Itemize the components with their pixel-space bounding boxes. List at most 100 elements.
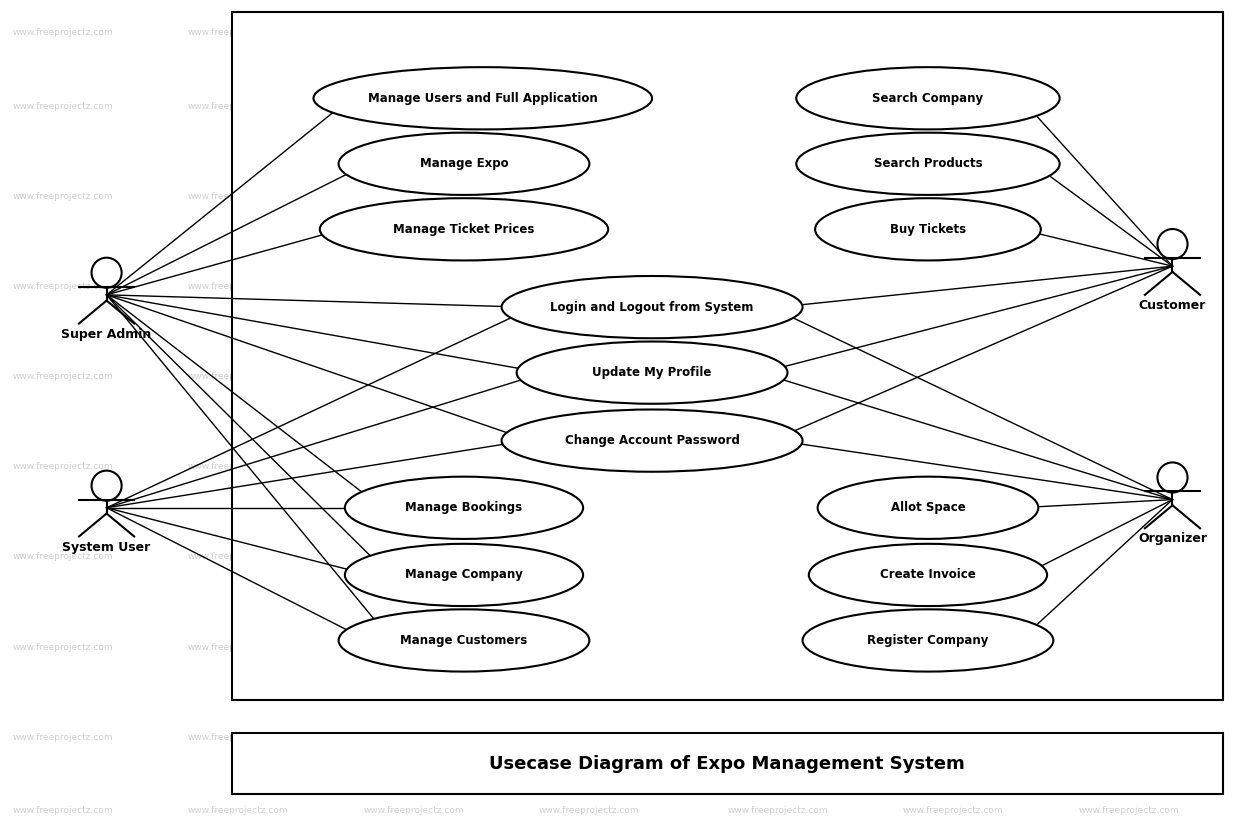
Text: www.freeprojectz.com: www.freeprojectz.com xyxy=(539,29,640,37)
Text: www.freeprojectz.com: www.freeprojectz.com xyxy=(13,807,113,815)
Text: www.freeprojectz.com: www.freeprojectz.com xyxy=(188,102,288,111)
Text: System User: System User xyxy=(63,541,150,554)
Text: www.freeprojectz.com: www.freeprojectz.com xyxy=(727,29,828,37)
Text: Create Invoice: Create Invoice xyxy=(880,568,976,581)
Text: Usecase Diagram of Expo Management System: Usecase Diagram of Expo Management Syste… xyxy=(489,755,966,772)
Text: www.freeprojectz.com: www.freeprojectz.com xyxy=(13,29,113,37)
Ellipse shape xyxy=(517,342,788,404)
FancyBboxPatch shape xyxy=(232,733,1223,794)
Text: Change Account Password: Change Account Password xyxy=(564,434,740,447)
Text: www.freeprojectz.com: www.freeprojectz.com xyxy=(727,283,828,291)
Ellipse shape xyxy=(502,410,803,472)
Text: www.freeprojectz.com: www.freeprojectz.com xyxy=(1078,733,1179,741)
Text: www.freeprojectz.com: www.freeprojectz.com xyxy=(1078,553,1179,561)
Text: Manage Company: Manage Company xyxy=(405,568,523,581)
Text: Buy Tickets: Buy Tickets xyxy=(890,223,966,236)
Text: www.freeprojectz.com: www.freeprojectz.com xyxy=(539,102,640,111)
Text: www.freeprojectz.com: www.freeprojectz.com xyxy=(903,373,1003,381)
Text: Super Admin: Super Admin xyxy=(61,328,152,341)
Text: www.freeprojectz.com: www.freeprojectz.com xyxy=(727,373,828,381)
Text: www.freeprojectz.com: www.freeprojectz.com xyxy=(539,553,640,561)
Text: www.freeprojectz.com: www.freeprojectz.com xyxy=(727,733,828,741)
Text: www.freeprojectz.com: www.freeprojectz.com xyxy=(539,283,640,291)
Text: www.freeprojectz.com: www.freeprojectz.com xyxy=(188,192,288,201)
Text: www.freeprojectz.com: www.freeprojectz.com xyxy=(1078,643,1179,651)
Text: www.freeprojectz.com: www.freeprojectz.com xyxy=(188,373,288,381)
Text: www.freeprojectz.com: www.freeprojectz.com xyxy=(903,733,1003,741)
Text: www.freeprojectz.com: www.freeprojectz.com xyxy=(539,373,640,381)
Text: Allot Space: Allot Space xyxy=(890,501,966,514)
Ellipse shape xyxy=(314,67,652,129)
Text: Manage Ticket Prices: Manage Ticket Prices xyxy=(394,223,534,236)
Text: www.freeprojectz.com: www.freeprojectz.com xyxy=(364,373,464,381)
Ellipse shape xyxy=(809,544,1047,606)
Text: www.freeprojectz.com: www.freeprojectz.com xyxy=(1078,283,1179,291)
Text: www.freeprojectz.com: www.freeprojectz.com xyxy=(727,807,828,815)
Text: www.freeprojectz.com: www.freeprojectz.com xyxy=(727,192,828,201)
Ellipse shape xyxy=(320,198,608,260)
Ellipse shape xyxy=(1157,463,1188,492)
Ellipse shape xyxy=(796,67,1060,129)
Text: www.freeprojectz.com: www.freeprojectz.com xyxy=(903,102,1003,111)
Text: Manage Users and Full Application: Manage Users and Full Application xyxy=(367,92,598,105)
Text: Register Company: Register Company xyxy=(868,634,988,647)
Text: www.freeprojectz.com: www.freeprojectz.com xyxy=(364,643,464,651)
Text: www.freeprojectz.com: www.freeprojectz.com xyxy=(1078,807,1179,815)
Text: www.freeprojectz.com: www.freeprojectz.com xyxy=(539,192,640,201)
Text: www.freeprojectz.com: www.freeprojectz.com xyxy=(1078,463,1179,471)
Text: www.freeprojectz.com: www.freeprojectz.com xyxy=(1078,102,1179,111)
Text: www.freeprojectz.com: www.freeprojectz.com xyxy=(13,192,113,201)
Text: www.freeprojectz.com: www.freeprojectz.com xyxy=(13,643,113,651)
Text: Manage Bookings: Manage Bookings xyxy=(405,501,523,514)
Text: www.freeprojectz.com: www.freeprojectz.com xyxy=(539,807,640,815)
Ellipse shape xyxy=(345,477,583,539)
Text: www.freeprojectz.com: www.freeprojectz.com xyxy=(188,283,288,291)
Text: www.freeprojectz.com: www.freeprojectz.com xyxy=(727,463,828,471)
Text: www.freeprojectz.com: www.freeprojectz.com xyxy=(364,29,464,37)
Text: www.freeprojectz.com: www.freeprojectz.com xyxy=(188,463,288,471)
Text: www.freeprojectz.com: www.freeprojectz.com xyxy=(903,553,1003,561)
Text: www.freeprojectz.com: www.freeprojectz.com xyxy=(188,643,288,651)
Text: www.freeprojectz.com: www.freeprojectz.com xyxy=(364,463,464,471)
Text: Manage Customers: Manage Customers xyxy=(400,634,528,647)
Text: www.freeprojectz.com: www.freeprojectz.com xyxy=(364,102,464,111)
Text: www.freeprojectz.com: www.freeprojectz.com xyxy=(727,553,828,561)
Text: Customer: Customer xyxy=(1139,299,1206,312)
Text: www.freeprojectz.com: www.freeprojectz.com xyxy=(1078,192,1179,201)
Text: www.freeprojectz.com: www.freeprojectz.com xyxy=(903,643,1003,651)
Text: Login and Logout from System: Login and Logout from System xyxy=(551,301,754,314)
Ellipse shape xyxy=(796,133,1060,195)
Ellipse shape xyxy=(803,609,1053,672)
Text: www.freeprojectz.com: www.freeprojectz.com xyxy=(13,102,113,111)
Text: www.freeprojectz.com: www.freeprojectz.com xyxy=(364,192,464,201)
Text: Update My Profile: Update My Profile xyxy=(592,366,712,379)
Text: www.freeprojectz.com: www.freeprojectz.com xyxy=(13,463,113,471)
Text: www.freeprojectz.com: www.freeprojectz.com xyxy=(364,283,464,291)
Text: www.freeprojectz.com: www.freeprojectz.com xyxy=(13,733,113,741)
FancyBboxPatch shape xyxy=(232,12,1223,700)
Text: www.freeprojectz.com: www.freeprojectz.com xyxy=(1078,29,1179,37)
Text: www.freeprojectz.com: www.freeprojectz.com xyxy=(539,733,640,741)
Ellipse shape xyxy=(339,609,589,672)
Text: Search Products: Search Products xyxy=(874,157,982,170)
Text: www.freeprojectz.com: www.freeprojectz.com xyxy=(188,29,288,37)
Ellipse shape xyxy=(339,133,589,195)
Text: www.freeprojectz.com: www.freeprojectz.com xyxy=(903,463,1003,471)
Ellipse shape xyxy=(502,276,803,338)
Text: Search Company: Search Company xyxy=(873,92,983,105)
Text: www.freeprojectz.com: www.freeprojectz.com xyxy=(13,283,113,291)
Text: www.freeprojectz.com: www.freeprojectz.com xyxy=(727,643,828,651)
Text: www.freeprojectz.com: www.freeprojectz.com xyxy=(539,463,640,471)
Text: www.freeprojectz.com: www.freeprojectz.com xyxy=(539,643,640,651)
Ellipse shape xyxy=(815,198,1041,260)
Text: www.freeprojectz.com: www.freeprojectz.com xyxy=(903,283,1003,291)
Text: www.freeprojectz.com: www.freeprojectz.com xyxy=(364,807,464,815)
Text: www.freeprojectz.com: www.freeprojectz.com xyxy=(188,553,288,561)
Ellipse shape xyxy=(345,544,583,606)
Text: www.freeprojectz.com: www.freeprojectz.com xyxy=(364,733,464,741)
Text: www.freeprojectz.com: www.freeprojectz.com xyxy=(13,553,113,561)
Text: www.freeprojectz.com: www.freeprojectz.com xyxy=(903,29,1003,37)
Ellipse shape xyxy=(92,471,122,500)
Ellipse shape xyxy=(818,477,1038,539)
Text: www.freeprojectz.com: www.freeprojectz.com xyxy=(364,553,464,561)
